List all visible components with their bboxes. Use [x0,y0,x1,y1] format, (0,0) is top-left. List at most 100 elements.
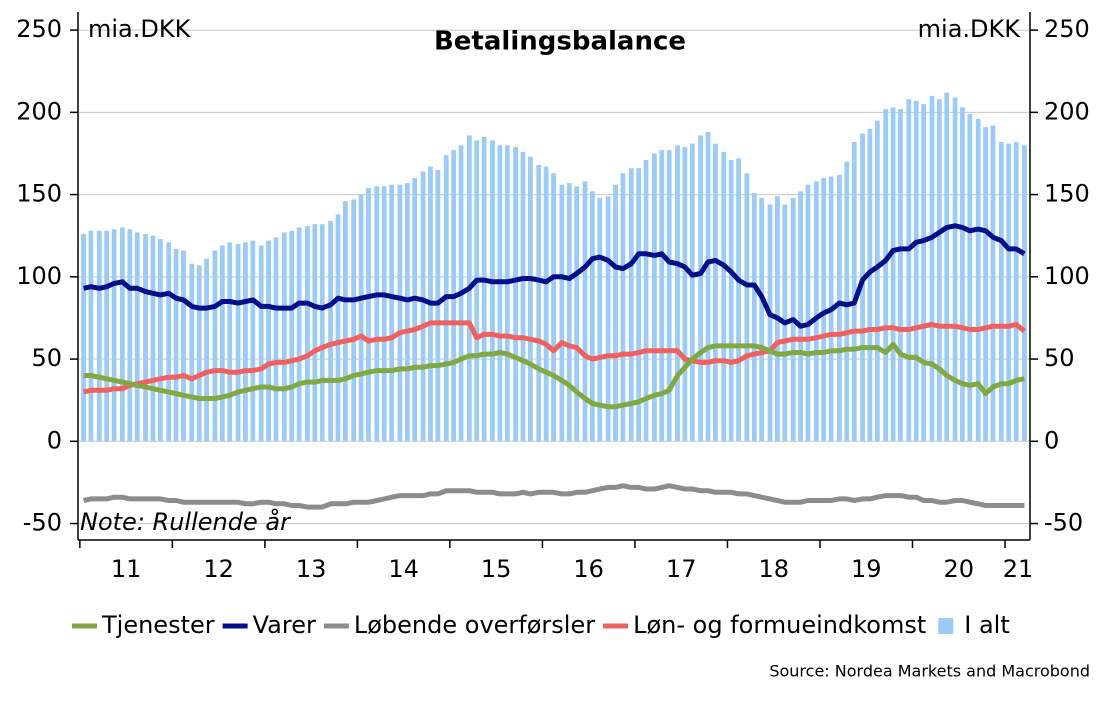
bar [258,245,264,442]
x-tick-label: 19 [851,555,882,583]
bar [698,135,704,442]
bar [759,197,765,442]
bar [844,161,850,442]
bar [952,97,958,442]
bar [219,245,225,442]
bar [1022,145,1027,442]
bar [705,132,711,442]
bar [481,137,487,442]
bar [490,140,495,442]
bar [157,238,163,442]
y2-tick-label: 200 [1044,97,1090,125]
x-tick-label: 11 [111,555,142,583]
bar [551,173,556,442]
bar [944,92,950,442]
annotation: Note: Rullende år [80,507,292,536]
y2-tick-label: -50 [1044,509,1083,537]
bar [196,265,202,442]
bar [351,199,357,442]
bar [389,184,395,442]
bar [88,230,94,442]
bar [497,145,503,442]
bar [412,178,418,442]
bar [381,186,387,442]
chart-title: Betalingsbalance [434,27,686,57]
bar [281,232,287,442]
bar [435,169,441,442]
bar [860,133,865,442]
bar [921,104,926,442]
bar [744,173,750,442]
bar [620,173,626,442]
line [83,483,1025,510]
bar [134,232,140,442]
bar [675,145,680,442]
bar [543,166,549,442]
x-tick-label: 12 [203,555,234,583]
bar [243,242,248,442]
bar [143,234,148,442]
line [83,320,1026,395]
x-tick-label: 16 [573,555,604,583]
bar [250,240,256,442]
bar [821,178,827,442]
bar [120,227,125,442]
y2-tick-label: 50 [1044,344,1075,372]
bar [420,171,426,442]
bar [366,188,371,442]
bar [597,197,603,442]
bar [636,168,642,442]
bar [805,184,811,442]
bar [936,99,942,442]
y2-tick-label: 150 [1044,180,1090,208]
legend-label: Løn- og formueindkomst [633,611,926,639]
x-tick-label: 13 [296,555,327,583]
bar [474,140,480,442]
y-tick-label: -50 [23,509,62,537]
bar [312,224,318,442]
bar [335,214,341,442]
bar [1006,143,1012,442]
bar [173,248,179,442]
y2-tick-label: 100 [1044,262,1090,290]
x-tick-label: 14 [388,555,419,583]
bar [528,156,533,442]
y-tick-label: 0 [47,426,62,454]
y-axis-label: mia.DKK [88,15,192,43]
bar [296,227,302,442]
x-tick-label: 18 [758,555,789,583]
bar [682,146,688,442]
bar [111,229,117,442]
bar [520,151,526,442]
x-tick-label: 20 [943,555,974,583]
bar [929,95,935,442]
bar [874,120,880,442]
bar [883,109,889,442]
bar [960,107,965,442]
bar [319,224,325,442]
bar [404,183,410,442]
bar [851,141,857,442]
bar [906,99,912,442]
x-tick-label: 15 [481,555,512,583]
bar [983,127,988,442]
bar [736,158,741,442]
bar [666,150,672,442]
bar [628,168,634,442]
bar [150,235,156,442]
bar [798,191,803,442]
bar [536,164,542,442]
bar [181,250,186,442]
legend-label: Tjenester [101,611,215,639]
bar [574,186,580,442]
bar [397,184,403,442]
x-tick-label: 21 [1003,555,1034,583]
bar [967,113,973,442]
bar [235,243,241,442]
bar [266,240,271,442]
bar [358,194,364,442]
bar [890,107,896,442]
y-tick-label: 50 [31,344,62,372]
y-tick-label: 200 [16,97,62,125]
